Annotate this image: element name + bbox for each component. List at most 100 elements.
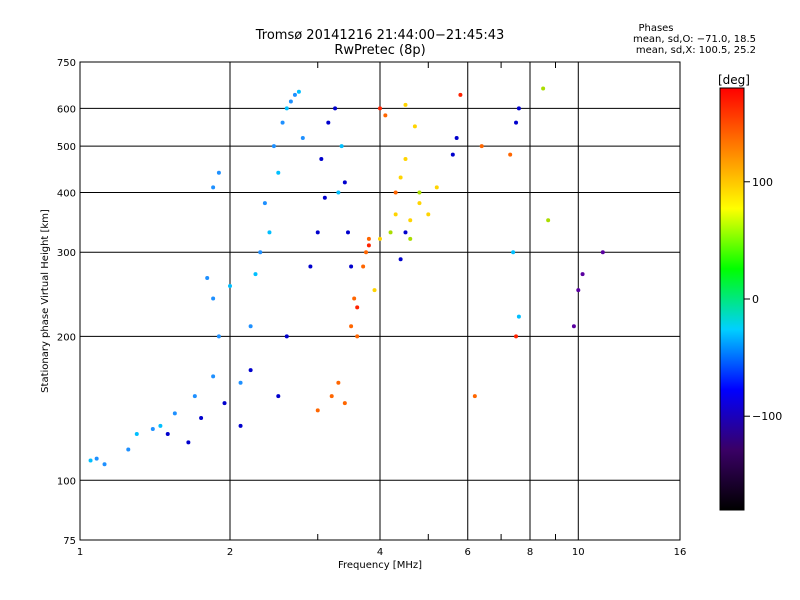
x-axis-ticks: 1 2 4 6 8 10 16 xyxy=(77,547,687,558)
data-point xyxy=(333,106,338,111)
data-point xyxy=(296,89,301,94)
x-tick-label: 8 xyxy=(527,547,533,558)
data-point xyxy=(238,380,243,385)
data-point xyxy=(408,236,413,241)
data-point xyxy=(253,272,258,277)
data-point xyxy=(366,236,371,241)
data-point xyxy=(315,408,320,413)
data-point xyxy=(199,415,204,420)
data-point xyxy=(222,401,227,406)
colorbar-unit: [deg] xyxy=(718,73,750,87)
data-point xyxy=(383,113,388,118)
data-point xyxy=(398,175,403,180)
data-point xyxy=(546,218,551,223)
data-point xyxy=(355,305,360,310)
data-point xyxy=(165,431,170,436)
data-point xyxy=(378,106,382,111)
data-point xyxy=(326,120,331,125)
data-point xyxy=(216,334,221,339)
data-point xyxy=(450,152,455,157)
colorbar-tick-label: 100 xyxy=(752,176,773,189)
data-point xyxy=(339,144,344,149)
data-point xyxy=(158,423,163,428)
data-point xyxy=(366,243,371,248)
data-point xyxy=(403,102,408,107)
data-point xyxy=(216,170,221,175)
data-point xyxy=(94,456,99,461)
data-point xyxy=(276,394,281,399)
data-point xyxy=(541,86,546,91)
data-point xyxy=(280,120,285,125)
data-point xyxy=(211,374,216,379)
data-point xyxy=(276,170,281,175)
data-point xyxy=(284,106,289,111)
colorbar-tick-label: −100 xyxy=(752,410,782,423)
data-point xyxy=(342,180,347,185)
data-point xyxy=(434,185,439,190)
data-point xyxy=(134,431,139,436)
data-point xyxy=(342,401,347,406)
data-point xyxy=(211,296,216,301)
data-point xyxy=(426,212,431,217)
data-point xyxy=(600,250,605,255)
data-point xyxy=(88,458,93,463)
data-point xyxy=(508,152,513,157)
y-tick-label: 500 xyxy=(57,142,76,153)
y-axis-label: Stationary phase Virtual Height [km] xyxy=(40,209,51,393)
phases-heading: Phases xyxy=(638,23,674,34)
data-point xyxy=(361,264,366,269)
y-tick-label: 300 xyxy=(57,248,76,259)
data-point xyxy=(472,394,477,399)
data-point xyxy=(172,411,177,416)
x-tick-label: 1 xyxy=(77,547,83,558)
data-point xyxy=(248,368,253,373)
phases-info: Phases mean, sd,O: −71.0, 18.5 mean, sd,… xyxy=(598,23,756,56)
data-point xyxy=(408,218,413,223)
title-line-2: RwPretec (8p) xyxy=(334,43,426,58)
data-point xyxy=(511,250,516,255)
data-point xyxy=(238,423,243,428)
y-tick-label: 600 xyxy=(57,104,76,115)
data-point xyxy=(417,190,422,195)
data-point xyxy=(403,157,408,162)
data-point xyxy=(126,447,131,452)
x-tick-label: 16 xyxy=(674,547,687,558)
data-point xyxy=(336,380,341,385)
data-point xyxy=(516,106,521,111)
data-point xyxy=(514,120,519,125)
data-point xyxy=(284,334,289,339)
x-tick-label: 6 xyxy=(465,547,471,558)
colorbar xyxy=(719,87,745,511)
data-point xyxy=(355,334,360,339)
colorbar-ticks: 100 0 −100 xyxy=(744,176,782,423)
plot-frame xyxy=(79,61,681,541)
data-point xyxy=(329,394,334,399)
data-point xyxy=(228,283,232,288)
chart-title: Tromsø 20141216 21:44:00−21:45:43 RwPret… xyxy=(180,28,580,58)
data-point xyxy=(388,230,393,235)
data-point xyxy=(288,99,293,104)
data-point xyxy=(417,201,422,206)
grid-lines xyxy=(80,62,680,540)
data-point xyxy=(393,190,398,195)
y-tick-label: 100 xyxy=(57,476,76,487)
colorbar-tick-label: 0 xyxy=(752,293,759,306)
data-point xyxy=(580,272,585,277)
data-point xyxy=(349,324,354,329)
data-point xyxy=(403,230,408,235)
data-point xyxy=(393,212,398,217)
data-point xyxy=(349,264,354,269)
data-point xyxy=(458,92,463,97)
data-point xyxy=(322,195,327,200)
data-point xyxy=(412,124,417,129)
data-point xyxy=(336,190,341,195)
y-tick-label: 400 xyxy=(57,188,76,199)
data-point xyxy=(479,144,484,149)
y-tick-label: 75 xyxy=(63,536,76,547)
phases-o-line: mean, sd,O: −71.0, 18.5 xyxy=(633,34,756,45)
data-point xyxy=(186,440,191,445)
data-point xyxy=(571,324,576,329)
data-point xyxy=(205,275,210,280)
data-point xyxy=(454,136,459,141)
